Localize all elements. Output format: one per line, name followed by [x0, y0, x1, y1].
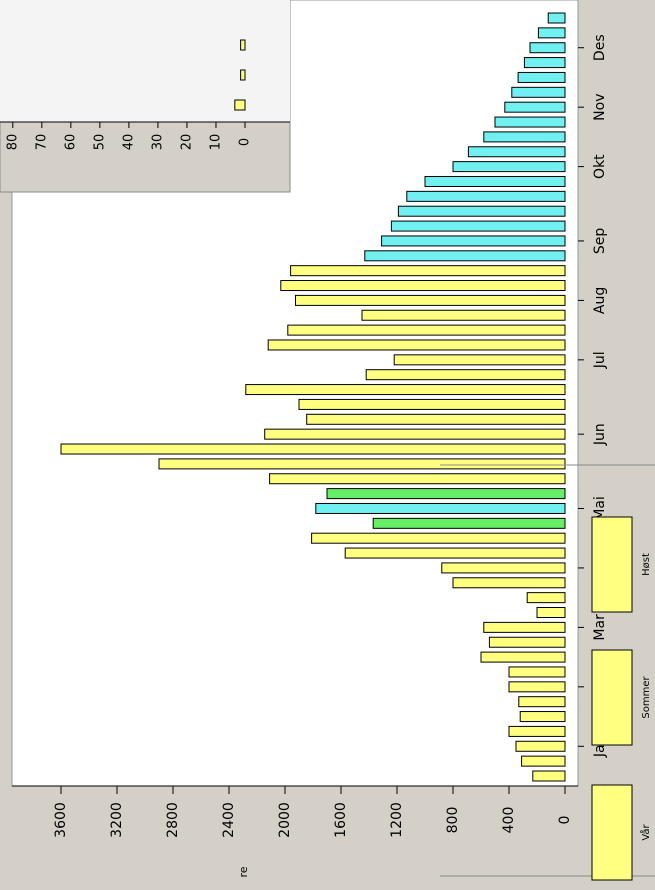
y-tick-label: 20	[179, 134, 194, 151]
bar	[467, 146, 566, 158]
bar	[529, 42, 566, 54]
legend-swatch	[591, 784, 633, 881]
bar	[390, 220, 566, 232]
y-tick-label: 2000	[277, 802, 293, 838]
x-tick-label: Sep	[592, 228, 608, 255]
x-tick-label: Mar	[592, 614, 608, 641]
bar	[158, 458, 566, 470]
x-tick-label: Mai	[592, 496, 608, 521]
y-tick-label: 50	[92, 134, 107, 151]
bar	[424, 175, 566, 187]
bar	[547, 12, 566, 24]
y-tick-label: 800	[445, 807, 461, 834]
bar	[364, 250, 566, 262]
y-tick-label: 60	[63, 134, 78, 151]
y-tick-label: 0	[238, 138, 253, 146]
bar	[287, 324, 566, 336]
small-chart-window: 0 10 20 30 40 50 60 70 80	[0, 0, 291, 193]
bar	[298, 398, 566, 410]
y-tick-label: 1600	[333, 802, 349, 838]
bar	[280, 280, 566, 292]
x-tick-label: Nov	[592, 94, 608, 121]
y-tick-label: 400	[501, 807, 517, 834]
bar	[315, 502, 566, 514]
bar	[483, 621, 566, 633]
y-tick-label: 2800	[165, 802, 181, 838]
x-tick-label: Okt	[592, 154, 608, 179]
fragment-text: re	[237, 866, 250, 877]
bar	[372, 517, 566, 529]
legend-swatch	[591, 649, 633, 746]
y-tick-label: 10	[208, 134, 223, 151]
x-tick-label: Des	[592, 34, 608, 61]
bar	[480, 651, 566, 663]
bar	[521, 755, 566, 767]
bar	[517, 71, 566, 83]
y-tick-label: 40	[121, 134, 136, 151]
bar	[518, 696, 566, 708]
bar	[515, 740, 566, 752]
bar	[406, 190, 566, 202]
x-tick-label: Aug	[592, 287, 608, 314]
y-tick-label: 30	[150, 134, 165, 151]
bar	[511, 86, 566, 98]
bar	[488, 636, 566, 648]
bar	[306, 413, 566, 425]
bar	[508, 666, 566, 678]
bar	[311, 532, 566, 544]
bar	[365, 369, 566, 381]
x-tick-label: Jun	[592, 423, 608, 446]
bar	[295, 294, 566, 306]
bar	[441, 562, 566, 574]
legend-label: Høst	[641, 553, 652, 576]
y-tick-label: 1200	[389, 802, 405, 838]
bar	[393, 354, 566, 366]
x-tick-label: Jul	[592, 351, 608, 369]
bar	[240, 69, 246, 81]
bar	[344, 547, 566, 559]
small-plot-area	[0, 0, 290, 122]
bar	[326, 488, 566, 500]
bar	[264, 428, 566, 440]
bar	[234, 99, 246, 111]
bar	[381, 235, 566, 247]
legend-window: Vår Sommer Høst	[440, 464, 655, 881]
bar	[523, 57, 566, 69]
bar	[494, 116, 566, 128]
y-tick-label: 0	[557, 816, 573, 825]
bar	[508, 681, 566, 693]
legend-swatch	[591, 516, 633, 613]
bar	[267, 339, 566, 351]
y-tick-label: 70	[34, 134, 49, 151]
bar	[269, 473, 566, 485]
bar	[60, 443, 566, 455]
y-tick-label: 80	[5, 134, 20, 151]
bar	[526, 592, 566, 604]
legend-label: Vår	[639, 823, 652, 840]
bar	[504, 101, 566, 113]
bar	[245, 384, 566, 396]
main-chart: 04008001200160020002400280032003600JanFe…	[12, 12, 608, 838]
y-tick-label: 3200	[109, 802, 125, 838]
bar	[532, 770, 566, 782]
y-tick-label: 3600	[53, 802, 69, 838]
bar	[452, 577, 566, 589]
bar	[240, 39, 246, 51]
bar	[361, 309, 566, 321]
bar	[290, 265, 566, 277]
legend-label: Sommer	[641, 676, 652, 719]
bar	[483, 131, 566, 143]
bar	[508, 725, 566, 737]
bar	[537, 27, 566, 39]
bar	[452, 161, 566, 173]
bar	[519, 711, 566, 723]
y-tick-label: 2400	[221, 802, 237, 838]
bar	[397, 205, 566, 217]
bar	[536, 607, 566, 619]
